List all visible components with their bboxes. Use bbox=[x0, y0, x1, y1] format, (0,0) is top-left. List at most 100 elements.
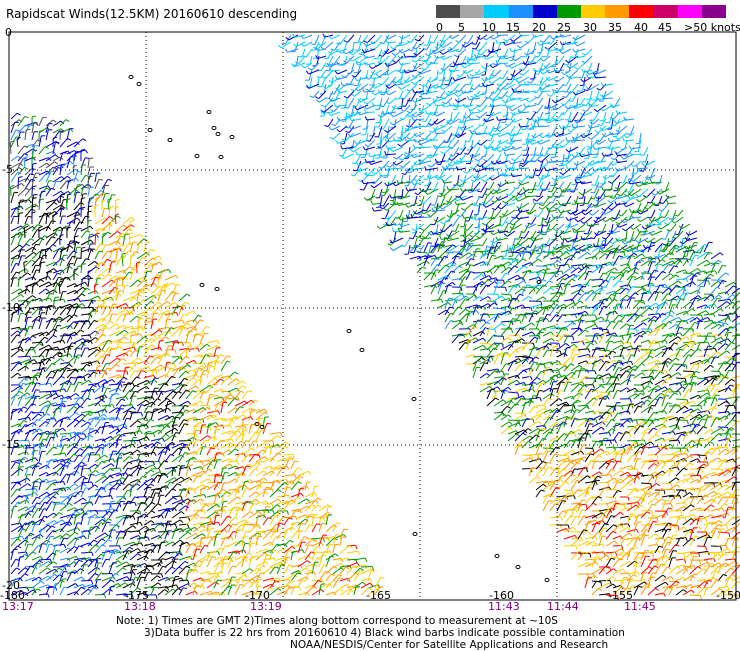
wind-barb bbox=[438, 140, 445, 148]
wind-barb bbox=[557, 293, 561, 301]
wind-barb-tick bbox=[535, 250, 539, 251]
wind-barb-tick bbox=[496, 237, 498, 241]
wind-barb-tick bbox=[629, 209, 631, 213]
wind-barb bbox=[632, 154, 642, 155]
wind-barb-tick bbox=[453, 78, 455, 81]
wind-barb bbox=[633, 224, 641, 230]
wind-barb bbox=[88, 244, 90, 252]
wind-barb-tick bbox=[436, 45, 440, 46]
wind-barb-tick bbox=[391, 114, 394, 117]
wind-barb bbox=[711, 309, 720, 315]
wind-barb-tick bbox=[19, 177, 23, 178]
wind-barb-tick bbox=[360, 189, 364, 190]
wind-barb-tick bbox=[342, 121, 346, 122]
wind-barb bbox=[39, 163, 47, 168]
wind-barb-tick bbox=[17, 113, 21, 115]
wind-barb-tick bbox=[80, 330, 83, 332]
wind-barb-tick bbox=[492, 201, 496, 203]
wind-barb-tick bbox=[337, 117, 339, 121]
wind-barb-tick bbox=[101, 274, 105, 276]
wind-barb bbox=[559, 56, 565, 64]
wind-barb-tick bbox=[602, 153, 604, 157]
wind-barb bbox=[557, 77, 564, 82]
wind-barb bbox=[468, 147, 473, 154]
wind-barb-tick bbox=[48, 186, 50, 189]
wind-barb-tick bbox=[504, 266, 505, 270]
wind-barb-tick bbox=[645, 240, 648, 243]
wind-barb bbox=[123, 251, 128, 259]
wind-barb-tick bbox=[527, 82, 531, 84]
wind-barb-tick bbox=[560, 51, 563, 54]
wind-barb bbox=[344, 154, 354, 159]
wind-barb-tick bbox=[390, 248, 393, 251]
wind-barb-tick bbox=[644, 323, 647, 326]
wind-barb-tick bbox=[457, 135, 461, 136]
wind-barb-tick bbox=[608, 181, 612, 183]
wind-barb-tick bbox=[75, 273, 78, 275]
wind-barb-tick bbox=[91, 240, 94, 243]
wind-barb-tick bbox=[648, 331, 651, 333]
wind-barb bbox=[480, 112, 487, 118]
wind-barb bbox=[663, 196, 669, 204]
wind-barb-tick bbox=[640, 260, 644, 262]
wind-barb-tick bbox=[335, 76, 337, 80]
wind-barb bbox=[144, 250, 151, 260]
wind-barb-tick bbox=[615, 201, 617, 205]
wind-barb-tick bbox=[518, 275, 521, 278]
wind-barb-tick bbox=[342, 75, 345, 77]
wind-barb-tick bbox=[427, 261, 430, 264]
wind-barb-tick bbox=[503, 39, 506, 41]
wind-barb-tick bbox=[509, 108, 512, 111]
wind-barb-tick bbox=[393, 61, 397, 63]
wind-barb-tick bbox=[176, 275, 179, 278]
wind-barb bbox=[17, 139, 18, 147]
wind-barb-tick bbox=[384, 208, 387, 210]
wind-barb-tick bbox=[164, 313, 168, 314]
wind-barb bbox=[557, 84, 564, 92]
wind-barb-tick bbox=[573, 267, 576, 270]
wind-barb-tick bbox=[577, 275, 580, 277]
wind-barb bbox=[525, 189, 537, 191]
wind-barb bbox=[683, 259, 688, 266]
wind-barb-tick bbox=[581, 221, 584, 223]
wind-barb-tick bbox=[580, 85, 584, 86]
wind-barb-tick bbox=[450, 66, 454, 67]
wind-barb-tick bbox=[437, 164, 441, 165]
wind-barb bbox=[538, 210, 543, 217]
wind-barb bbox=[578, 217, 585, 222]
wind-barb-tick bbox=[491, 232, 494, 235]
wind-barb bbox=[476, 217, 487, 220]
wind-barb bbox=[404, 91, 410, 99]
wind-barb bbox=[88, 311, 91, 322]
wind-barb bbox=[627, 286, 633, 294]
wind-barb bbox=[580, 147, 585, 154]
wind-barb-tick bbox=[463, 171, 466, 173]
wind-barb bbox=[18, 178, 19, 190]
wind-barb-tick bbox=[674, 266, 678, 267]
wind-barb bbox=[348, 35, 354, 42]
wind-barb-tick bbox=[492, 255, 496, 256]
wind-barb bbox=[498, 56, 508, 57]
wind-barb-tick bbox=[680, 333, 682, 337]
wind-barb bbox=[690, 269, 698, 274]
wind-barb bbox=[374, 210, 382, 211]
wind-barb bbox=[514, 70, 522, 77]
wind-barb bbox=[641, 318, 649, 322]
wind-barb bbox=[592, 279, 603, 280]
wind-barb bbox=[494, 210, 501, 219]
wind-barb-tick bbox=[308, 68, 311, 70]
wind-barb-tick bbox=[539, 204, 543, 205]
wind-barb bbox=[655, 189, 662, 195]
wind-barb bbox=[11, 258, 14, 266]
wind-barb bbox=[60, 165, 61, 175]
wind-barb-tick bbox=[718, 260, 721, 262]
wind-barb-tick bbox=[96, 233, 100, 234]
wind-barb-tick bbox=[597, 293, 601, 294]
wind-barb bbox=[45, 250, 46, 259]
wind-barb bbox=[53, 273, 57, 280]
wind-barb-tick bbox=[82, 294, 85, 296]
wind-barb bbox=[491, 133, 501, 136]
wind-barb bbox=[144, 318, 147, 329]
wind-barb-tick bbox=[421, 95, 423, 99]
wind-barb bbox=[67, 284, 75, 287]
